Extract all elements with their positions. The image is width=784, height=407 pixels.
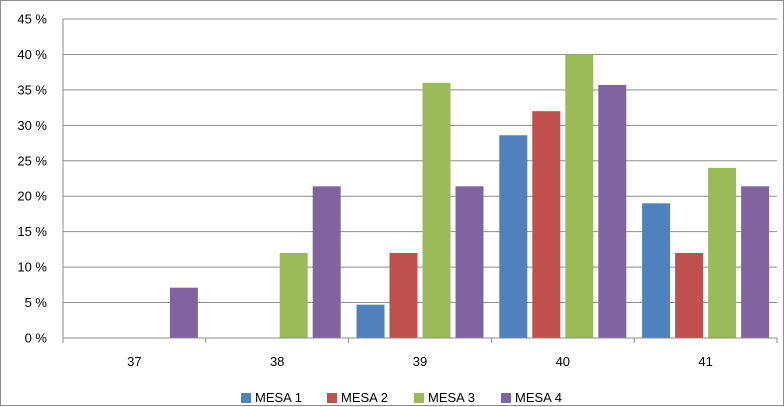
legend-swatch: [501, 393, 511, 403]
bar-mesa-4-41: [741, 186, 770, 338]
x-tick-label: 40: [556, 354, 570, 369]
legend-swatch: [241, 393, 251, 403]
bar-series: [169, 54, 770, 339]
bar-mesa-4-40: [598, 84, 627, 338]
y-tick-label: 15 %: [17, 224, 47, 239]
legend-label: MESA 1: [255, 390, 302, 405]
bar-mesa-2-41: [675, 252, 704, 338]
bar-mesa-4-39: [455, 186, 484, 338]
x-tick-label: 37: [127, 354, 141, 369]
bar-mesa-3-39: [422, 82, 451, 338]
y-tick-label: 0 %: [25, 331, 48, 346]
y-tick-label: 25 %: [17, 153, 47, 168]
y-tick-label: 30 %: [17, 118, 47, 133]
legend-label: MESA 3: [428, 390, 475, 405]
y-tick-label: 5 %: [25, 295, 48, 310]
y-tick-label: 10 %: [17, 260, 47, 275]
bar-mesa-3-41: [708, 167, 737, 338]
bar-mesa-3-40: [565, 54, 594, 338]
x-axis: [62, 19, 778, 343]
legend-swatch: [414, 393, 424, 403]
y-tick-label: 35 %: [17, 82, 47, 97]
bar-mesa-1-39: [356, 304, 385, 338]
bar-mesa-3-38: [279, 252, 308, 338]
legend-label: MESA 4: [515, 390, 562, 405]
y-tick-label: 40 %: [17, 47, 47, 62]
bar-mesa-2-40: [532, 111, 561, 339]
gridlines: [63, 18, 777, 304]
bar-mesa-4-38: [312, 186, 341, 338]
x-axis-tick-labels: 37 38 39 40 41: [127, 354, 713, 369]
y-axis-tick-labels: 0 % 5 % 10 % 15 % 20 % 25 % 30 % 35 % 40 % 45 %: [17, 12, 47, 346]
x-tick-label: 41: [698, 354, 712, 369]
bar-mesa-1-40: [499, 135, 528, 338]
x-tick-label: 39: [413, 354, 427, 369]
bar-mesa-2-39: [389, 252, 418, 338]
bar-mesa-4-37: [169, 287, 198, 338]
legend-swatch: [327, 393, 337, 403]
bar-mesa-1-41: [642, 203, 671, 338]
y-tick-label: 45 %: [17, 12, 47, 27]
legend: MESA 1 MESA 2 MESA 3 MESA 4: [241, 390, 562, 405]
y-tick-label: 20 %: [17, 189, 47, 204]
x-tick-label: 38: [270, 354, 284, 369]
legend-label: MESA 2: [341, 390, 388, 405]
